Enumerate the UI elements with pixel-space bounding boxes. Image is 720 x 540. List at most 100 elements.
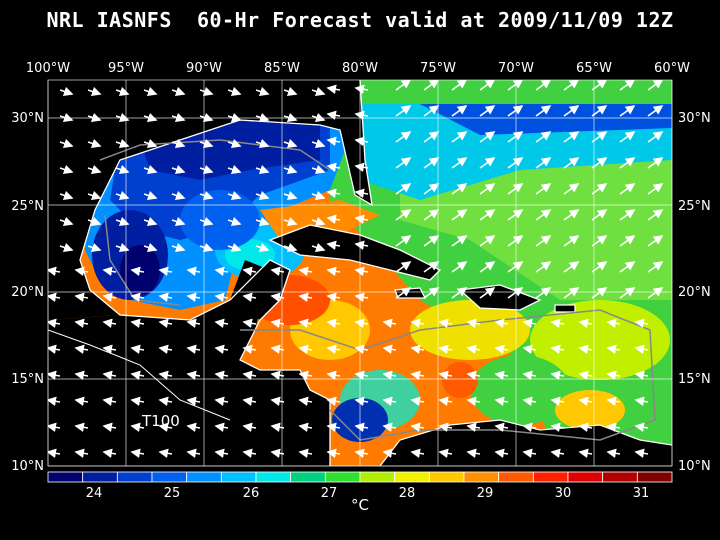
wind-arrow	[102, 344, 117, 355]
wind-arrow	[550, 318, 565, 329]
wind-arrow	[634, 318, 649, 329]
wind-arrow	[494, 370, 509, 381]
colorbar-swatch	[567, 471, 604, 483]
wind-arrow	[311, 86, 326, 97]
wind-arrow	[619, 80, 636, 91]
wind-arrow	[115, 138, 130, 149]
lat-label: 25°N	[678, 199, 711, 214]
wind-arrow	[298, 448, 313, 459]
wind-arrow	[647, 235, 664, 247]
wind-arrow	[634, 370, 649, 381]
wind-arrow	[283, 190, 298, 201]
wind-arrow	[591, 80, 608, 91]
wind-arrow	[158, 448, 173, 459]
wind-arrow	[634, 422, 649, 433]
wind-arrow	[423, 287, 440, 299]
wind-arrow	[354, 344, 369, 355]
wind-arrow	[507, 80, 524, 91]
lon-label: 60°W	[654, 61, 690, 76]
wind-arrow	[298, 396, 313, 407]
wind-arrow	[451, 105, 468, 117]
wind-arrow	[354, 422, 369, 433]
wind-arrow	[74, 396, 89, 407]
lat-label: 20°N	[11, 285, 44, 300]
wind-arrow	[535, 183, 552, 195]
wind-arrow	[326, 422, 341, 433]
wind-arrow	[87, 86, 102, 97]
wind-arrow	[507, 287, 524, 299]
wind-arrow	[87, 138, 102, 149]
wind-arrow	[563, 183, 580, 195]
wind-arrow	[354, 266, 369, 277]
wind-arrow	[563, 235, 580, 247]
wind-arrow	[326, 214, 341, 225]
wind-arrow	[48, 396, 61, 407]
wind-vectors	[48, 80, 664, 459]
wind-arrow	[186, 266, 201, 277]
wind-arrow	[438, 318, 453, 329]
wind-arrow	[74, 370, 89, 381]
wind-arrow	[214, 344, 229, 355]
wind-arrow	[311, 164, 326, 175]
wind-arrow	[102, 448, 117, 459]
wind-arrow	[171, 190, 186, 201]
wind-arrow	[48, 292, 61, 303]
colorbar-swatch	[532, 471, 569, 483]
wind-arrow	[74, 292, 89, 303]
wind-arrow	[115, 164, 130, 175]
colorbar-tick-labels: 24 25 26 27 28 29 30 31	[86, 486, 650, 501]
wind-arrow	[270, 318, 285, 329]
wind-arrow	[438, 422, 453, 433]
wind-arrow	[591, 261, 608, 273]
wind-arrow	[606, 448, 621, 459]
wind-arrow	[227, 138, 242, 149]
wind-arrow	[563, 105, 580, 117]
wind-arrow	[606, 344, 621, 355]
colorbar-swatch	[324, 471, 361, 483]
colorbar-unit: °C	[351, 496, 369, 514]
wind-arrow	[466, 318, 481, 329]
wind-arrow	[395, 183, 412, 195]
wind-arrow	[479, 183, 496, 195]
wind-arrow	[326, 188, 341, 199]
map-title: NRL IASNFS 60-Hr Forecast valid at 2009/…	[46, 8, 674, 32]
wind-arrow	[242, 370, 257, 381]
wind-arrow	[522, 422, 537, 433]
wind-arrow	[479, 287, 496, 299]
wind-arrow	[522, 396, 537, 407]
wind-arrow	[115, 86, 130, 97]
wind-arrow	[466, 448, 481, 459]
wind-arrow	[382, 396, 397, 407]
wind-arrow	[619, 209, 636, 221]
lon-label: 90°W	[186, 61, 222, 76]
wind-arrow	[87, 242, 102, 253]
wind-arrow	[214, 396, 229, 407]
wind-arrow	[354, 188, 369, 199]
wind-arrow	[130, 292, 145, 303]
wind-arrow	[143, 112, 158, 123]
wind-arrow	[199, 190, 214, 201]
wind-arrow	[382, 448, 397, 459]
wind-arrow	[214, 422, 229, 433]
wind-arrow	[451, 261, 468, 273]
wind-arrow	[606, 422, 621, 433]
wind-arrow	[647, 131, 664, 143]
colorbar-swatch	[255, 471, 292, 483]
wind-arrow	[227, 242, 242, 253]
wind-arrow	[354, 136, 369, 147]
colorbar-swatch	[82, 471, 118, 483]
wind-arrow	[242, 266, 257, 277]
wind-arrow	[550, 344, 565, 355]
wind-arrow	[143, 242, 158, 253]
wind-arrow	[619, 105, 636, 117]
colorbar-tick: 24	[86, 486, 103, 501]
wind-arrow	[479, 209, 496, 221]
wind-arrow	[423, 261, 440, 273]
wind-arrow	[522, 318, 537, 329]
lat-label: 20°N	[678, 285, 711, 300]
wind-arrow	[115, 112, 130, 123]
wind-arrow	[270, 266, 285, 277]
wind-arrow	[410, 448, 425, 459]
colorbar-swatch	[463, 471, 500, 483]
lon-label: 80°W	[342, 61, 378, 76]
